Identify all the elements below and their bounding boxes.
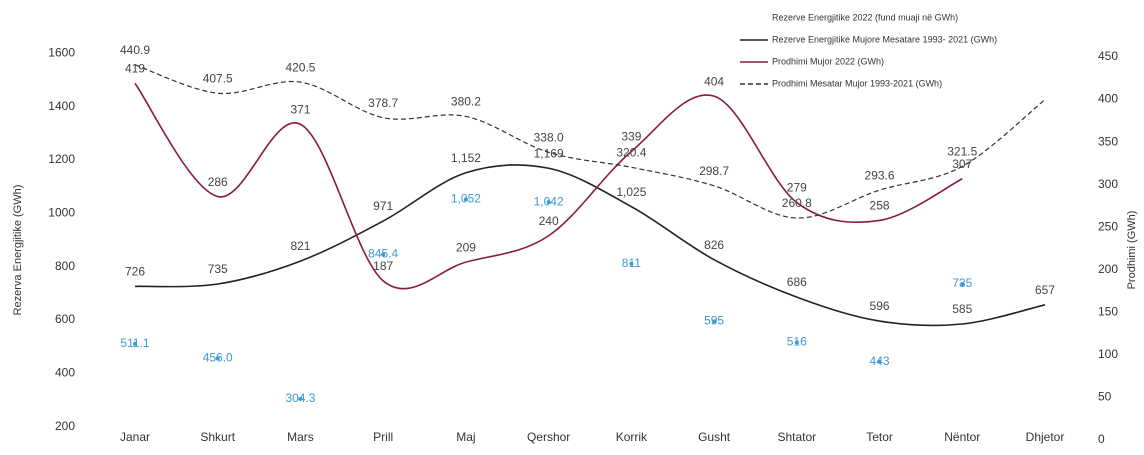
x-tick-label: Gusht — [698, 430, 731, 444]
data-label: 407.5 — [203, 71, 233, 85]
y2-tick-label: 200 — [1098, 262, 1118, 276]
data-label: 338.0 — [534, 131, 564, 145]
data-label: 378.7 — [368, 96, 398, 110]
data-label: 456.0 — [203, 351, 233, 365]
y-tick-label: 400 — [55, 366, 75, 380]
x-tick-label: Prill — [373, 430, 393, 444]
y2-axis-label: Prodhimi (GWh) — [1126, 211, 1138, 290]
y-tick-label: 1200 — [48, 152, 75, 166]
y2-tick-label: 250 — [1098, 219, 1118, 233]
point — [546, 200, 551, 205]
data-label: 380.2 — [451, 95, 481, 109]
data-label: 1,042 — [534, 194, 564, 208]
legend-label: Rezerve Energjitike Mujore Mesatare 1993… — [772, 34, 997, 44]
data-label: 293.6 — [865, 168, 895, 182]
x-tick-label: Nëntor — [944, 430, 980, 444]
y2-tick-label: 100 — [1098, 347, 1118, 361]
data-label: 826 — [704, 238, 724, 252]
data-label: 304.3 — [285, 391, 315, 405]
data-label: 339 — [621, 130, 641, 144]
data-label: 404 — [704, 74, 724, 88]
legend-label: Prodhimi Mujor 2022 (GWh) — [772, 56, 884, 66]
data-label: 258 — [870, 199, 890, 213]
y-tick-label: 800 — [55, 259, 75, 273]
data-label: 420.5 — [285, 60, 315, 74]
data-label: 735 — [208, 262, 228, 276]
data-label: 279 — [787, 181, 807, 195]
x-tick-label: Janar — [120, 430, 150, 444]
data-label: 307 — [952, 157, 972, 171]
data-label: 596 — [870, 299, 890, 313]
point — [381, 252, 386, 257]
x-tick-label: Maj — [456, 430, 475, 444]
x-tick-label: Shtator — [777, 430, 816, 444]
x-tick-label: Korrik — [616, 430, 648, 444]
y-tick-label: 1000 — [48, 206, 75, 220]
data-label: 595 — [704, 314, 724, 328]
y2-tick-label: 450 — [1098, 49, 1118, 63]
data-label: 735 — [952, 276, 972, 290]
data-label: 419 — [125, 62, 145, 76]
y-tick-label: 600 — [55, 312, 75, 326]
data-label: 187 — [373, 259, 393, 273]
data-label: 1,025 — [616, 185, 646, 199]
y2-tick-label: 150 — [1098, 305, 1118, 319]
data-label: 726 — [125, 265, 145, 279]
data-label: 845.4 — [368, 247, 398, 261]
data-label: 821 — [290, 239, 310, 253]
data-label: 516 — [787, 335, 807, 349]
legend-label: Rezerve Energjitike 2022 (fund muaji në … — [772, 12, 958, 22]
point — [960, 282, 965, 286]
point — [877, 359, 882, 364]
x-tick-label: Qershor — [527, 430, 570, 444]
data-label: 971 — [373, 199, 393, 213]
data-label: 321.5 — [947, 145, 977, 159]
y-tick-label: 1400 — [48, 99, 75, 113]
series-line — [134, 64, 1046, 219]
data-label: 686 — [787, 275, 807, 289]
data-label: 440.9 — [120, 43, 150, 57]
y-tick-label: 1600 — [48, 46, 75, 60]
x-tick-label: Mars — [287, 430, 314, 444]
point — [133, 341, 137, 346]
data-label: 260.8 — [782, 196, 812, 210]
y2-tick-label: 350 — [1098, 134, 1118, 148]
data-label: 811 — [622, 256, 641, 270]
data-label: 443 — [870, 354, 890, 368]
point — [463, 197, 468, 202]
y2-tick-label: 50 — [1098, 390, 1112, 404]
x-tick-label: Dhjetor — [1026, 430, 1065, 444]
data-label: 298.7 — [699, 164, 729, 178]
data-label: 320.4 — [616, 145, 646, 159]
y2-tick-label: 0 — [1098, 432, 1105, 446]
point — [298, 396, 303, 401]
series-line — [134, 164, 1046, 327]
point — [712, 319, 717, 324]
legend-label: Prodhimi Mesatar Mujor 1993-2021 (GWh) — [772, 78, 942, 88]
point — [794, 340, 799, 345]
data-label: 286 — [208, 175, 228, 189]
data-label: 585 — [952, 302, 972, 316]
data-label: 209 — [456, 240, 476, 254]
data-label: 371 — [290, 102, 310, 116]
x-tick-label: Tetor — [866, 430, 893, 444]
data-label: 240 — [539, 214, 559, 228]
data-label: 511.1 — [120, 336, 149, 350]
y2-tick-label: 300 — [1098, 177, 1118, 191]
x-tick-label: Shkurt — [200, 430, 235, 444]
point — [629, 261, 634, 266]
y-tick-label: 200 — [55, 419, 75, 433]
y2-tick-label: 400 — [1098, 92, 1118, 106]
y-axis-label: Rezerva Energjitike (GWh) — [12, 185, 24, 316]
data-label: 1,152 — [451, 151, 481, 165]
data-label: 657 — [1035, 283, 1055, 297]
point — [215, 356, 220, 361]
series-line — [134, 82, 963, 290]
data-label: 1,052 — [451, 192, 481, 206]
